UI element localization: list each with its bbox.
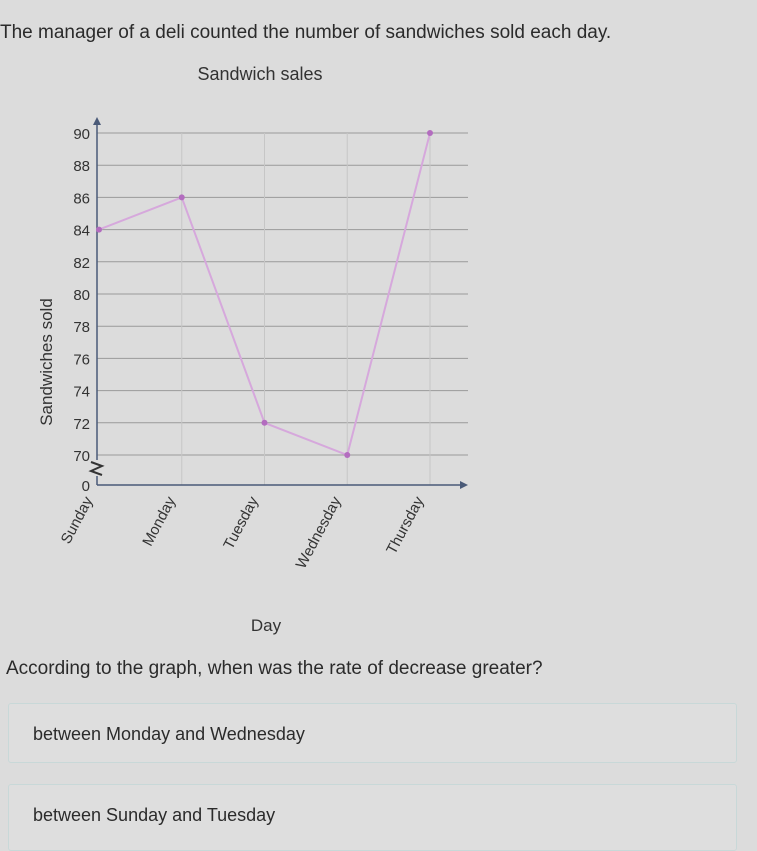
y-tick-label: 86 [73,190,90,207]
problem-statement: The manager of a deli counted the number… [0,22,612,43]
y-axis-label: Sandwiches sold [37,298,56,426]
chart-title: Sandwich sales [197,64,323,84]
answer-choice-label: between Monday and Wednesday [33,724,305,744]
x-tick-label: Tuesday [220,493,262,552]
line-chart: 0 70 72 74 76 78 80 82 84 86 88 90 Sunday Monday Tues… [37,117,468,635]
y-tick-label: 74 [73,384,90,401]
question-text: According to the graph, when was the rat… [6,658,543,679]
y-tick-label: 70 [73,448,90,465]
y-tick-labels: 0 70 72 74 76 78 80 82 84 86 88 90 [73,126,90,495]
y-tick-label: 90 [73,126,90,143]
x-axis-label: Day [251,616,282,635]
y-tick-label: 88 [73,158,90,175]
x-tick-label: Wednesday [293,493,345,571]
y-tick-label: 78 [73,319,90,336]
answer-choice-label: between Sunday and Tuesday [33,805,276,825]
y-tick-label: 84 [73,223,90,240]
data-point [261,419,268,426]
data-point [344,452,351,458]
data-point [96,226,102,233]
y-axis-arrow [93,117,101,125]
x-tick-label: Thursday [383,493,428,557]
data-point [178,194,185,201]
x-tick-label: Monday [139,493,179,549]
y-tick-label: 82 [73,255,90,272]
x-axis-arrow [460,481,468,489]
data-point [427,130,433,136]
axis-break-icon [88,461,105,476]
y-tick-label: 76 [73,351,90,368]
series-line [96,130,433,458]
x-tick-label: Sunday [58,493,97,546]
answer-choice-monday-wednesday[interactable]: between Monday and Wednesday [8,703,737,763]
gridlines [97,132,468,485]
y-tick-label: 0 [82,478,90,495]
y-tick-label: 80 [73,287,90,304]
answer-choice-sunday-tuesday[interactable]: between Sunday and Tuesday [8,784,737,851]
axes [88,117,468,489]
x-tick-labels: Sunday Monday Tuesday Wednesday Thursday [58,493,428,571]
y-tick-label: 72 [73,416,90,433]
